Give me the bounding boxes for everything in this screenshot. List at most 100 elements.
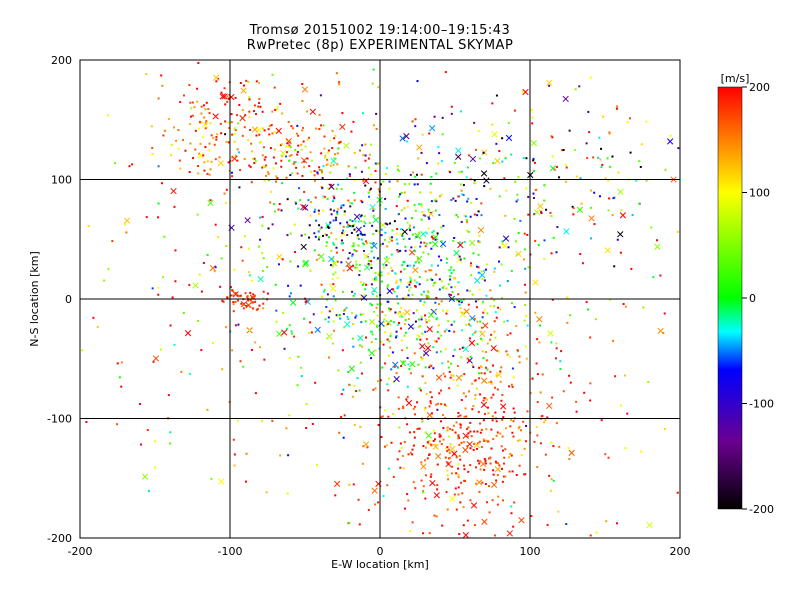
- data-point: [280, 165, 283, 168]
- data-point: [464, 407, 467, 410]
- data-point: [266, 170, 269, 173]
- data-point: [263, 358, 266, 361]
- data-point: [238, 295, 241, 298]
- data-point: [208, 173, 211, 176]
- data-point-x: [468, 339, 476, 347]
- data-point: [434, 443, 437, 446]
- data-point: [409, 229, 412, 232]
- data-point: [598, 136, 601, 139]
- data-point: [440, 193, 443, 196]
- data-point: [380, 271, 383, 274]
- chart-title: Tromsø 20151002 19:14:00–19:15:43: [249, 23, 511, 38]
- data-point-x: [363, 264, 371, 271]
- data-point: [268, 125, 271, 128]
- data-point-x: [522, 88, 529, 96]
- data-point: [469, 499, 472, 502]
- data-point: [406, 285, 409, 288]
- data-point: [412, 407, 415, 410]
- data-point: [206, 160, 209, 163]
- data-point: [434, 209, 437, 212]
- data-point: [354, 260, 357, 263]
- data-point: [421, 332, 424, 335]
- data-point: [420, 203, 423, 206]
- data-point: [372, 233, 375, 236]
- data-point: [474, 330, 477, 333]
- data-point: [440, 246, 443, 249]
- data-point: [255, 134, 258, 137]
- data-point: [555, 357, 558, 360]
- data-point: [387, 284, 390, 287]
- data-point: [376, 303, 379, 306]
- data-point: [231, 289, 234, 292]
- y-tick-label: -200: [47, 532, 72, 545]
- data-point: [492, 162, 495, 165]
- data-point: [602, 115, 605, 118]
- data-point: [407, 363, 410, 366]
- data-point: [221, 368, 224, 371]
- data-point: [457, 293, 460, 296]
- data-point: [320, 226, 323, 229]
- data-point: [331, 129, 334, 132]
- data-point: [353, 199, 356, 202]
- data-point-x: [257, 275, 264, 283]
- data-point: [258, 97, 261, 100]
- data-point: [406, 199, 409, 202]
- data-point: [241, 109, 244, 112]
- data-point: [541, 373, 544, 376]
- data-point: [337, 369, 340, 372]
- data-point: [242, 307, 245, 310]
- data-point: [490, 396, 493, 399]
- data-point-x: [429, 125, 436, 132]
- data-point: [177, 147, 180, 150]
- data-point: [177, 129, 180, 132]
- data-point: [385, 444, 388, 447]
- data-point: [238, 186, 241, 189]
- data-point: [281, 182, 284, 185]
- data-point: [309, 151, 312, 154]
- data-point: [318, 166, 321, 169]
- data-point: [358, 523, 361, 526]
- data-point: [481, 350, 484, 353]
- x-axis-label: E-W location [km]: [331, 558, 429, 571]
- data-point: [125, 231, 128, 234]
- data-point: [332, 295, 335, 298]
- data-point: [389, 332, 392, 335]
- data-point: [289, 146, 292, 149]
- data-point: [308, 224, 311, 227]
- data-point: [509, 452, 512, 455]
- data-point: [608, 197, 611, 200]
- data-point: [230, 171, 233, 174]
- data-point: [296, 384, 299, 387]
- data-point: [429, 182, 432, 185]
- data-point: [232, 310, 235, 313]
- data-point: [204, 127, 207, 130]
- data-point: [370, 263, 373, 266]
- data-point: [329, 139, 332, 142]
- data-point-x: [201, 121, 209, 128]
- data-point: [438, 392, 441, 395]
- data-point: [485, 366, 488, 369]
- data-point-x: [123, 217, 131, 224]
- data-point: [396, 242, 399, 245]
- data-point: [499, 370, 502, 373]
- data-point: [263, 158, 266, 161]
- data-point: [419, 324, 422, 327]
- data-point: [466, 166, 469, 169]
- data-point: [255, 113, 258, 116]
- data-point: [446, 508, 449, 511]
- data-point: [209, 122, 212, 125]
- data-point: [354, 266, 357, 269]
- data-point: [332, 219, 335, 222]
- data-point: [197, 62, 200, 65]
- data-point: [198, 127, 201, 130]
- data-point: [549, 489, 552, 492]
- data-point: [489, 456, 492, 459]
- data-point: [361, 233, 364, 236]
- data-point: [296, 124, 299, 127]
- data-point: [620, 404, 623, 407]
- data-point: [479, 320, 482, 323]
- data-point: [424, 330, 427, 333]
- data-point: [384, 172, 387, 175]
- data-point: [435, 198, 438, 201]
- data-point: [593, 223, 596, 226]
